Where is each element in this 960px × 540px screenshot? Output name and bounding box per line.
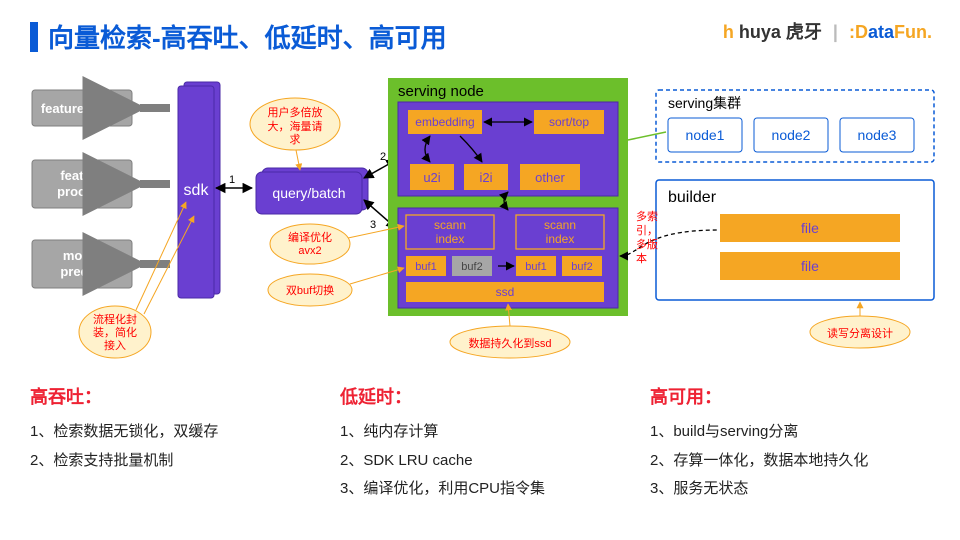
col-availability: 高可用： 1、build与serving分离 2、存算一体化，数据本地持久化 3… — [650, 380, 930, 504]
svg-text:buf2: buf2 — [461, 261, 482, 273]
model-predict-box: model predict — [32, 240, 132, 288]
svg-text:多索: 多索 — [636, 209, 658, 223]
svg-text:多版: 多版 — [636, 237, 658, 251]
svg-text:求: 求 — [290, 133, 301, 146]
builder-group: builder file file — [656, 180, 934, 300]
svg-text:index: index — [546, 232, 575, 246]
svg-text:embedding: embedding — [415, 115, 474, 129]
svg-text:双buf切换: 双buf切换 — [286, 283, 334, 297]
svg-text:3: 3 — [370, 219, 376, 231]
svg-text:builder: builder — [668, 189, 717, 206]
svg-text:本: 本 — [636, 251, 647, 265]
bottom-columns: 高吞吐： 1、检索数据无锁化，双缓存 2、检索支持批量机制 低延时： 1、纯内存… — [0, 380, 960, 504]
architecture-diagram: feature query feature process model pred… — [0, 60, 960, 380]
feature-process-box: feature process — [32, 160, 132, 208]
slide-title: 向量检索-高吞吐、低延时、高可用 — [30, 18, 447, 55]
svg-text:用户多倍放: 用户多倍放 — [268, 105, 323, 119]
svg-text:scann: scann — [544, 218, 576, 232]
svg-text:编译优化: 编译优化 — [288, 230, 332, 244]
svg-text:node1: node1 — [686, 127, 725, 143]
svg-text:sdk: sdk — [184, 182, 210, 199]
col-latency: 低延时： 1、纯内存计算 2、SDK LRU cache 3、编译优化，利用CP… — [340, 380, 620, 504]
svg-text:feature: feature — [60, 168, 103, 183]
sdk-box: sdk — [178, 82, 220, 298]
svg-text:predict: predict — [60, 264, 104, 279]
svg-text:file: file — [801, 220, 819, 236]
svg-text:scann: scann — [434, 218, 466, 232]
svg-text:2: 2 — [380, 151, 386, 163]
svg-text:i2i: i2i — [479, 170, 492, 185]
svg-text:数据持久化到ssd: 数据持久化到ssd — [468, 336, 551, 350]
svg-text:buf1: buf1 — [525, 261, 546, 273]
svg-text:index: index — [436, 232, 465, 246]
serving-cluster-group: serving集群 node1 node2 node3 — [656, 90, 934, 162]
svg-text:1: 1 — [229, 174, 235, 186]
logo-bar: h huya 虎牙 | :DataFun. — [723, 18, 932, 44]
svg-text:node2: node2 — [772, 127, 811, 143]
svg-text:sort/top: sort/top — [549, 115, 589, 129]
svg-text:query/batch: query/batch — [272, 185, 345, 201]
svg-text:process: process — [57, 184, 107, 199]
svg-text:serving集群: serving集群 — [668, 95, 741, 111]
svg-text:node3: node3 — [858, 127, 897, 143]
svg-text:feature query: feature query — [41, 101, 124, 116]
svg-text:读写分离设计: 读写分离设计 — [827, 326, 893, 340]
svg-text:ssd: ssd — [496, 285, 515, 299]
svg-text:buf2: buf2 — [571, 261, 592, 273]
svg-text:大，海量请: 大，海量请 — [268, 119, 323, 133]
svg-text:file: file — [801, 258, 819, 274]
col-throughput: 高吞吐： 1、检索数据无锁化，双缓存 2、检索支持批量机制 — [30, 380, 310, 504]
svg-text:u2i: u2i — [423, 170, 440, 185]
feature-query-box: feature query — [32, 90, 132, 126]
svg-text:other: other — [535, 170, 565, 185]
svg-text:接入: 接入 — [104, 339, 126, 352]
svg-text:avx2: avx2 — [298, 245, 321, 257]
svg-text:引，: 引， — [636, 223, 658, 237]
serving-node-group: serving node embedding sort/top u2i i2i … — [388, 78, 628, 316]
svg-text:流程化封: 流程化封 — [93, 312, 137, 326]
svg-text:serving node: serving node — [398, 83, 484, 100]
svg-text:model: model — [63, 248, 101, 263]
svg-text:buf1: buf1 — [415, 261, 436, 273]
svg-text:装，简化: 装，简化 — [93, 325, 137, 339]
query-batch-box: query/batch — [256, 168, 368, 214]
